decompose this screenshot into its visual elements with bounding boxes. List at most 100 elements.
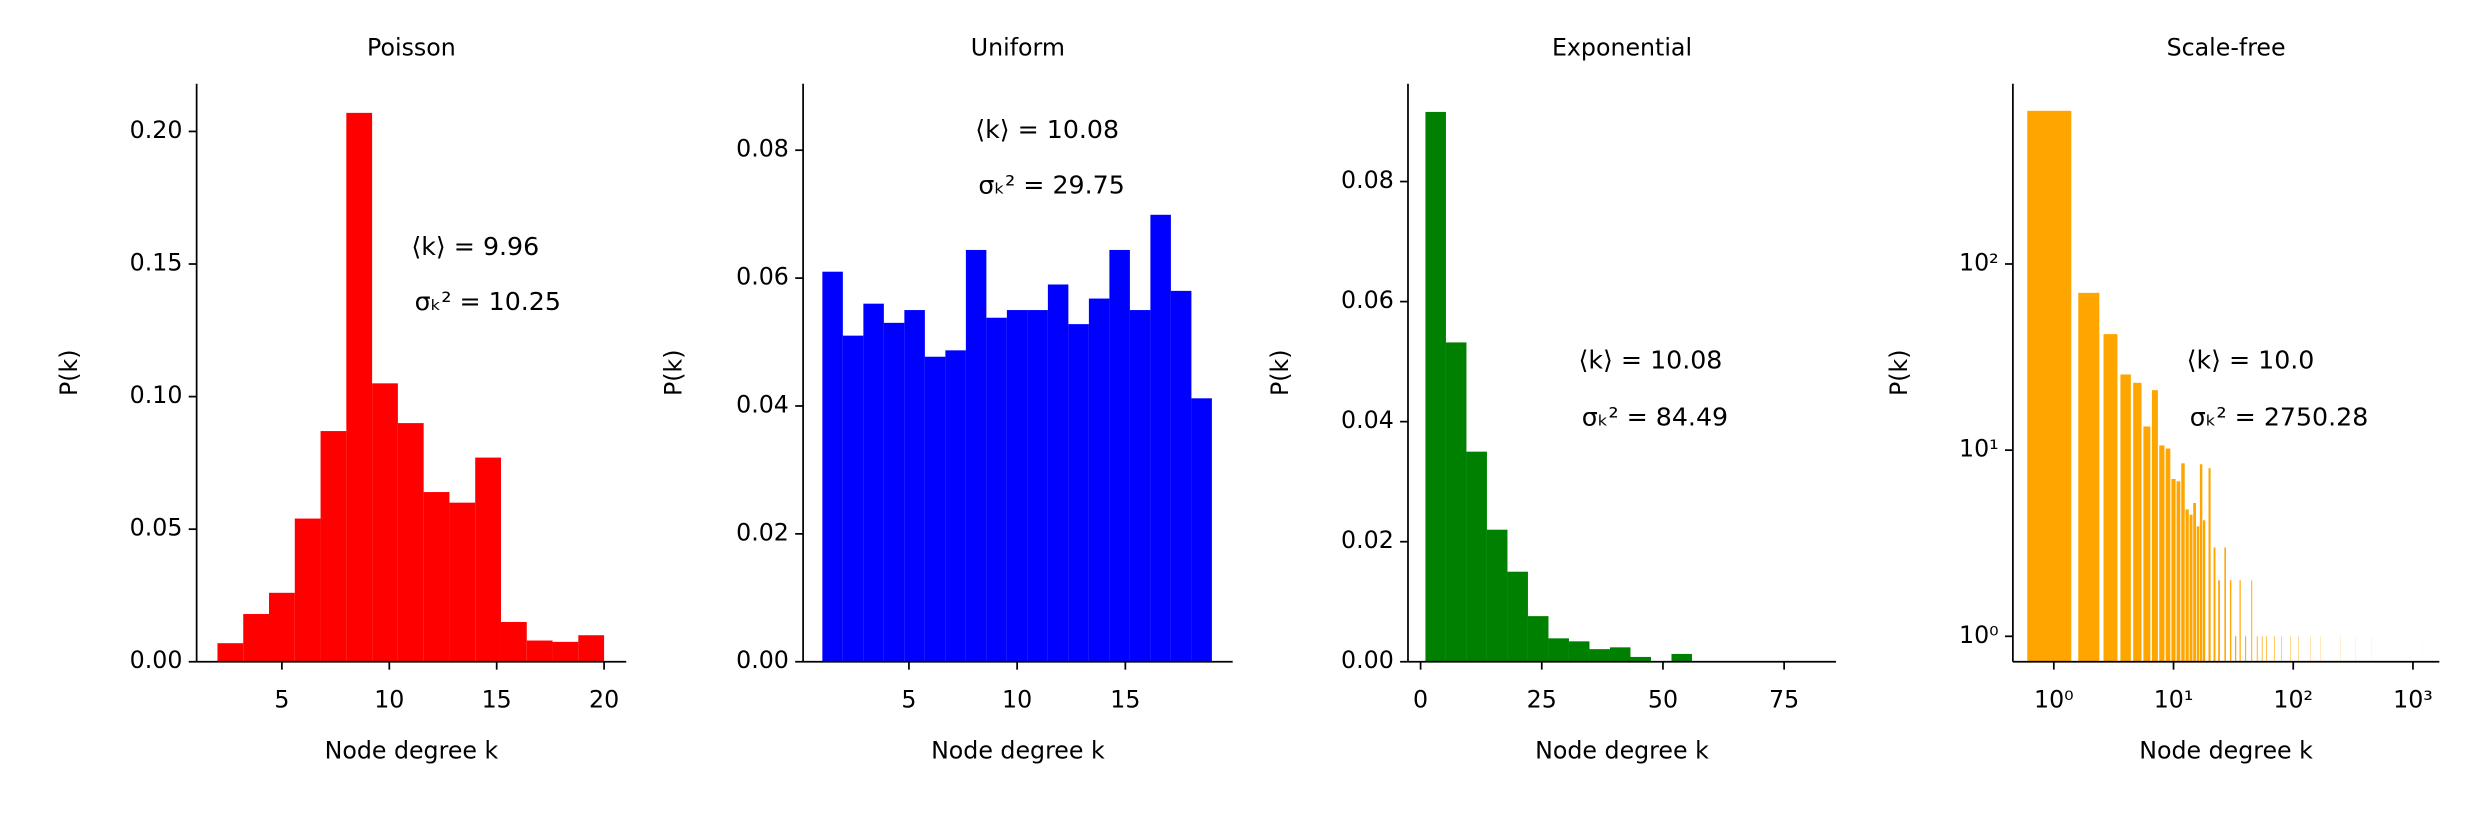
bar: [1027, 310, 1048, 662]
panel-title: Exponential: [1552, 33, 1692, 61]
y-tick-label: 10¹: [1959, 435, 1999, 463]
bar: [2078, 292, 2100, 662]
x-tick-label: 15: [482, 686, 512, 714]
annotation: ⟨k⟩ = 10.08: [975, 115, 1119, 144]
bar: [2251, 580, 2253, 662]
y-tick-label: 0.02: [1341, 526, 1394, 554]
x-tick-label: 10: [1002, 686, 1032, 714]
bar: [986, 317, 1007, 662]
bar: [1109, 249, 1130, 662]
bar: [1191, 398, 1212, 662]
bar: [1671, 653, 1692, 662]
y-tick-label: 0.06: [1341, 286, 1394, 314]
bar: [822, 271, 843, 662]
x-tick-label: 5: [901, 686, 916, 714]
y-axis-label: P(k): [1885, 349, 1913, 396]
annotation: σₖ² = 84.49: [1582, 403, 1728, 432]
bar: [2213, 547, 2216, 662]
bar: [397, 423, 424, 662]
bar: [2159, 445, 2165, 662]
bar: [2189, 514, 2193, 662]
bar: [2120, 374, 2131, 662]
bar: [2181, 463, 2185, 662]
panel-title: Uniform: [971, 33, 1065, 61]
y-axis-label: P(k): [55, 349, 83, 396]
bar: [449, 502, 476, 662]
x-tick-label: 10¹: [2154, 686, 2194, 714]
bar: [500, 621, 527, 662]
x-tick-label: 20: [589, 686, 619, 714]
bar: [2196, 526, 2200, 662]
bar: [2151, 390, 2158, 662]
y-tick-label: 0.08: [736, 135, 789, 163]
bar: [863, 303, 884, 662]
x-tick-label: 25: [1527, 686, 1557, 714]
y-tick-label: 0.15: [130, 249, 183, 277]
y-tick-label: 0.04: [1341, 406, 1394, 434]
bar: [2281, 636, 2282, 662]
x-axis-label: Node degree k: [1535, 736, 1709, 764]
bar: [1630, 656, 1651, 662]
bar: [552, 641, 579, 662]
x-tick-label: 50: [1648, 686, 1678, 714]
bar: [1507, 571, 1528, 662]
annotation: σₖ² = 10.25: [415, 287, 561, 316]
bar: [475, 457, 501, 662]
bar: [217, 643, 244, 662]
bar: [904, 310, 925, 662]
bar: [1589, 649, 1610, 662]
x-axis-label: Node degree k: [325, 736, 499, 764]
y-tick-label: 0.08: [1341, 166, 1394, 194]
y-tick-label: 0.06: [736, 263, 789, 291]
x-tick-label: 75: [1769, 686, 1799, 714]
bar: [2202, 520, 2206, 662]
x-tick-label: 10⁰: [2034, 686, 2074, 714]
bar: [1006, 310, 1028, 662]
x-tick-label: 10³: [2393, 686, 2433, 714]
bar: [1609, 647, 1631, 662]
y-axis-label: P(k): [660, 349, 688, 396]
y-tick-label: 10²: [1959, 248, 1999, 276]
bar: [842, 335, 864, 662]
panel-title: Poisson: [367, 33, 456, 61]
bar: [2176, 481, 2181, 662]
bar: [1445, 342, 1467, 662]
bar: [2245, 636, 2247, 662]
y-tick-label: 0.00: [736, 646, 789, 674]
bar: [1170, 290, 1192, 662]
bar: [1047, 284, 1069, 662]
bar: [2171, 478, 2176, 662]
y-tick-label: 0.02: [736, 518, 789, 546]
bar: [243, 614, 270, 662]
x-tick-label: 10²: [2273, 686, 2313, 714]
bar: [2261, 636, 2263, 662]
y-tick-label: 0.05: [130, 514, 183, 542]
bar: [2256, 636, 2258, 662]
bar: [2208, 468, 2211, 662]
bar: [2193, 503, 2196, 662]
bar: [346, 112, 373, 662]
bar: [423, 492, 450, 662]
bar: [320, 431, 347, 662]
x-tick-label: 0: [1413, 686, 1428, 714]
bar: [1088, 298, 1110, 662]
y-tick-label: 10⁰: [1959, 621, 1999, 649]
x-tick-label: 10: [374, 686, 404, 714]
bar: [2218, 580, 2220, 662]
y-tick-label: 0.00: [1341, 646, 1394, 674]
bar: [2165, 448, 2171, 662]
bar: [1129, 310, 1151, 662]
panel-title: Scale-free: [2167, 33, 2286, 61]
bar: [1486, 529, 1508, 662]
bar: [2185, 509, 2189, 662]
annotation: ⟨k⟩ = 10.08: [1579, 346, 1723, 375]
bar: [924, 356, 946, 662]
bar: [2027, 110, 2072, 662]
bar: [2239, 580, 2241, 662]
bar: [372, 383, 398, 662]
bar: [945, 350, 966, 662]
x-tick-label: 15: [1110, 686, 1140, 714]
annotation: σₖ² = 29.75: [978, 170, 1124, 199]
bar: [2143, 426, 2151, 662]
annotation: ⟨k⟩ = 9.96: [411, 232, 539, 261]
